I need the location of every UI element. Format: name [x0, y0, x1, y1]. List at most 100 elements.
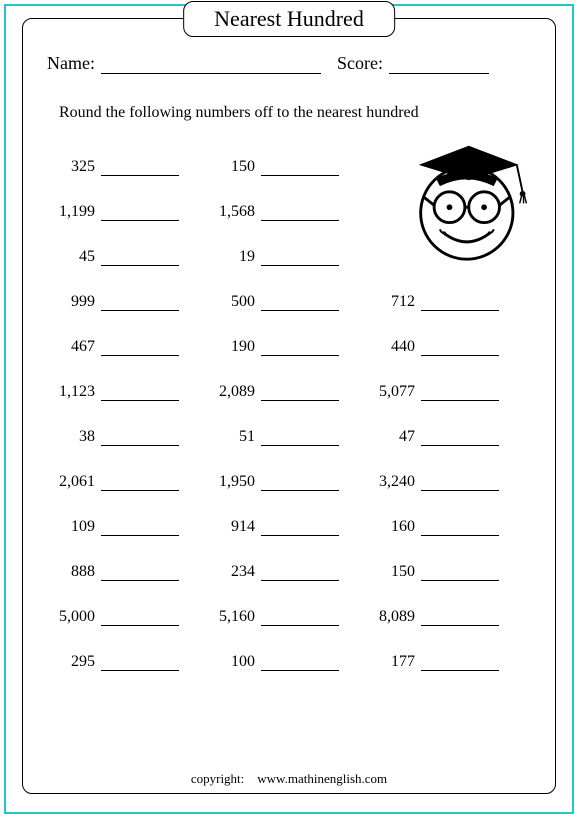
answer-blank[interactable] [421, 611, 499, 626]
problem-cell: 500 [207, 293, 367, 311]
problem-cell: 51 [207, 428, 367, 446]
problem-number: 467 [47, 338, 95, 356]
problem-number: 2,089 [207, 383, 255, 401]
answer-blank[interactable] [261, 476, 339, 491]
problem-number: 888 [47, 563, 95, 581]
problem-number: 1,199 [47, 203, 95, 221]
answer-blank[interactable] [261, 386, 339, 401]
score-input-line[interactable] [389, 56, 489, 74]
problem-number: 47 [367, 428, 415, 446]
answer-blank[interactable] [261, 611, 339, 626]
problem-number: 160 [367, 518, 415, 536]
problem-number: 51 [207, 428, 255, 446]
answer-blank[interactable] [421, 656, 499, 671]
problem-number: 440 [367, 338, 415, 356]
problem-number: 19 [207, 248, 255, 266]
problem-cell: 2,061 [47, 473, 207, 491]
footer: copyright: www.mathinenglish.com [23, 771, 555, 787]
problem-number: 150 [207, 158, 255, 176]
problem-number: 8,089 [367, 608, 415, 626]
footer-copyright: copyright: [191, 771, 244, 786]
problem-cell: 150 [367, 563, 527, 581]
answer-blank[interactable] [101, 251, 179, 266]
answer-blank[interactable] [421, 431, 499, 446]
answer-blank[interactable] [421, 386, 499, 401]
answer-blank[interactable] [421, 521, 499, 536]
answer-blank[interactable] [101, 521, 179, 536]
problem-row: 2,061 1,950 3,240 [47, 459, 531, 504]
problem-number: 190 [207, 338, 255, 356]
answer-blank[interactable] [101, 341, 179, 356]
problem-cell: 1,123 [47, 383, 207, 401]
answer-blank[interactable] [101, 296, 179, 311]
problem-cell: 109 [47, 518, 207, 536]
header-row: Name: Score: [47, 53, 531, 74]
problem-cell: 888 [47, 563, 207, 581]
problem-cell: 1,950 [207, 473, 367, 491]
answer-blank[interactable] [261, 431, 339, 446]
answer-blank[interactable] [101, 656, 179, 671]
instruction-text: Round the following numbers off to the n… [59, 104, 531, 122]
answer-blank[interactable] [421, 296, 499, 311]
problems-grid: 325 150 1,199 1,568 4519 999 500712 467 190 440 1,… [47, 144, 531, 684]
problem-cell: 3,240 [367, 473, 527, 491]
problem-number: 295 [47, 653, 95, 671]
problem-cell: 1,568 [207, 203, 367, 221]
answer-blank[interactable] [261, 656, 339, 671]
problem-row: 5,0005,1608,089 [47, 594, 531, 639]
problem-cell: 440 [367, 338, 527, 356]
name-input-line[interactable] [101, 56, 321, 74]
problem-number: 5,077 [367, 383, 415, 401]
answer-blank[interactable] [101, 206, 179, 221]
problem-number: 2,061 [47, 473, 95, 491]
problem-cell: 100 [207, 653, 367, 671]
problem-cell: 914 [207, 518, 367, 536]
problem-cell: 295 [47, 653, 207, 671]
problem-cell: 5,077 [367, 383, 527, 401]
problem-cell: 467 [47, 338, 207, 356]
problem-cell: 47 [367, 428, 527, 446]
problem-cell: 38 [47, 428, 207, 446]
problem-cell: 160 [367, 518, 527, 536]
footer-site: www.mathinenglish.com [257, 771, 387, 786]
answer-blank[interactable] [261, 161, 339, 176]
name-label: Name: [47, 53, 95, 74]
answer-blank[interactable] [101, 566, 179, 581]
answer-blank[interactable] [261, 521, 339, 536]
answer-blank[interactable] [261, 341, 339, 356]
problem-cell: 2,089 [207, 383, 367, 401]
problem-cell: 234 [207, 563, 367, 581]
worksheet-frame: Nearest Hundred Name: Score: Round the f… [22, 18, 556, 794]
problem-cell: 1,199 [47, 203, 207, 221]
problem-number: 712 [367, 293, 415, 311]
problem-cell: 19 [207, 248, 367, 266]
problem-number: 38 [47, 428, 95, 446]
answer-blank[interactable] [101, 386, 179, 401]
answer-blank[interactable] [101, 431, 179, 446]
problem-number: 1,123 [47, 383, 95, 401]
problem-number: 1,950 [207, 473, 255, 491]
mascot-icon [387, 138, 537, 263]
problem-cell: 5,160 [207, 608, 367, 626]
answer-blank[interactable] [101, 611, 179, 626]
answer-blank[interactable] [261, 251, 339, 266]
answer-blank[interactable] [421, 341, 499, 356]
answer-blank[interactable] [261, 206, 339, 221]
problem-cell: 177 [367, 653, 527, 671]
answer-blank[interactable] [421, 566, 499, 581]
answer-blank[interactable] [101, 476, 179, 491]
problem-number: 1,568 [207, 203, 255, 221]
score-label: Score: [337, 53, 383, 74]
problem-cell: 45 [47, 248, 207, 266]
answer-blank[interactable] [261, 566, 339, 581]
problem-cell: 325 [47, 158, 207, 176]
problem-number: 999 [47, 293, 95, 311]
page-title: Nearest Hundred [183, 1, 395, 37]
answer-blank[interactable] [101, 161, 179, 176]
problem-cell: 712 [367, 293, 527, 311]
answer-blank[interactable] [261, 296, 339, 311]
problem-number: 109 [47, 518, 95, 536]
problem-number: 325 [47, 158, 95, 176]
answer-blank[interactable] [421, 476, 499, 491]
problem-cell: 5,000 [47, 608, 207, 626]
